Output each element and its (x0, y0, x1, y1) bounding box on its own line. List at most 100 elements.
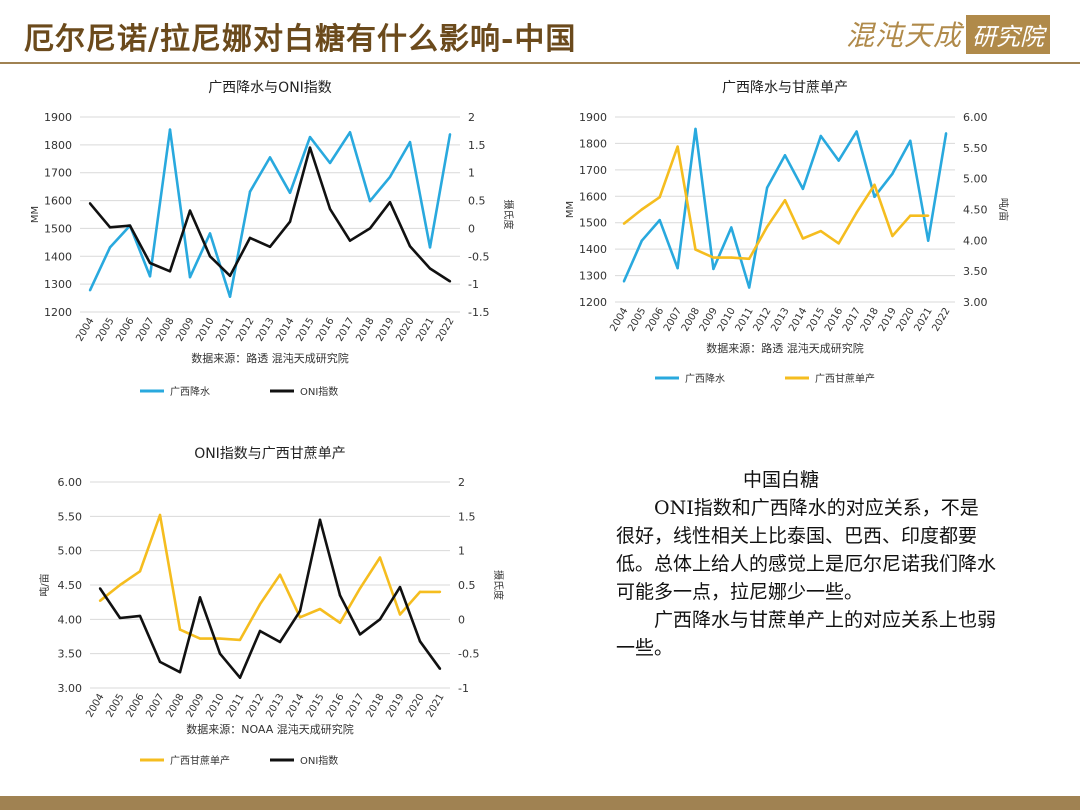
data-point (228, 274, 232, 277)
x-tick-label: 2012 (234, 316, 256, 344)
y-tick-label: 1500 (579, 217, 607, 230)
data-point (258, 629, 262, 633)
data-point (198, 637, 202, 640)
data-point (855, 130, 858, 133)
data-point (765, 225, 769, 228)
y2-tick-label: 0 (468, 222, 475, 235)
data-point (837, 159, 840, 162)
data-point (819, 229, 822, 233)
data-point (308, 146, 312, 149)
data-point (748, 257, 751, 261)
data-point (398, 585, 402, 589)
x-tick-label: 2016 (314, 316, 336, 344)
data-point (148, 261, 152, 265)
data-point (448, 133, 452, 136)
data-point (658, 195, 661, 199)
data-point (873, 195, 876, 199)
data-point (288, 191, 292, 194)
x-tick-label: 2014 (284, 692, 306, 720)
y-tick-label: 1200 (579, 296, 607, 309)
data-point (801, 237, 805, 240)
chart-title: 广西降水与ONI指数 (208, 80, 332, 96)
data-point (378, 556, 382, 559)
y-tick-label: 1700 (579, 164, 607, 177)
data-point (98, 599, 102, 602)
y-tick-label: 1400 (44, 250, 72, 263)
x-tick-label: 2011 (224, 692, 246, 720)
chart-title: 广西降水与甘蔗单产 (722, 80, 848, 96)
x-tick-label: 2014 (274, 316, 296, 344)
data-point (238, 676, 242, 679)
y2-axis-label: 摄氏度 (502, 200, 515, 230)
data-point (228, 295, 232, 298)
y-tick-label: 1700 (44, 167, 72, 180)
data-point (348, 239, 352, 242)
data-point (730, 226, 733, 229)
x-tick-label: 2015 (294, 316, 316, 344)
data-point (926, 239, 930, 242)
chart-svg: 广西降水与甘蔗单产 1200 1300 1400 1500 1600 1700 1800 190… (565, 80, 1010, 385)
y2-tick-label: 1 (458, 545, 465, 558)
data-point (418, 590, 422, 594)
x-tick-label: 2006 (114, 316, 136, 344)
data-point (188, 275, 192, 279)
y2-tick-label: -1 (468, 278, 479, 291)
data-point (168, 128, 172, 131)
y2-tick-label: 5.00 (963, 173, 988, 186)
y-tick-label: 1500 (44, 222, 72, 235)
x-tick-label: 2008 (154, 316, 176, 344)
data-point (368, 199, 372, 203)
y-tick-label: 1900 (579, 111, 607, 124)
data-point (98, 587, 102, 590)
legend-label: 广西甘蔗单产 (815, 372, 875, 385)
series-line (98, 518, 442, 679)
y2-tick-label: 2 (458, 476, 465, 489)
chart-title: ONI指数与广西甘蔗单产 (194, 446, 346, 462)
y-tick-label: 1300 (44, 278, 72, 291)
commentary-paragraph: ONI指数和广西降水的对应关系，不是很好，线性相关上比泰国、巴西、印度都要低。总… (616, 497, 997, 603)
x-tick-label: 2021 (414, 316, 436, 344)
data-source: 数据来源：路透 混沌天成研究院 (191, 351, 349, 365)
x-tick-label: 2019 (384, 692, 406, 720)
data-point (658, 218, 661, 222)
data-point (158, 660, 162, 664)
data-point (118, 583, 122, 587)
data-point (338, 594, 342, 597)
x-tick-label: 2007 (144, 692, 166, 720)
data-point (118, 616, 122, 620)
data-point (218, 637, 222, 640)
y2-tick-label: 4.00 (963, 234, 988, 247)
legend-label: 广西降水 (685, 372, 725, 385)
data-point (408, 140, 412, 144)
y-tick-label: 4.50 (58, 579, 83, 592)
x-tick-label: 2018 (364, 692, 386, 720)
y-axis-label: 吨/亩 (38, 573, 51, 596)
data-point (158, 513, 162, 517)
data-point (178, 671, 182, 674)
data-point (909, 214, 912, 217)
data-point (801, 187, 805, 191)
y2-tick-label: 1 (468, 167, 475, 180)
data-point (622, 222, 626, 225)
y-tick-label: 4.00 (58, 613, 83, 626)
data-point (837, 242, 840, 245)
x-tick-label: 2015 (304, 692, 326, 720)
x-tick-label: 2008 (164, 692, 186, 720)
y2-tick-label: 3.00 (963, 296, 988, 309)
y-tick-label: 1600 (579, 190, 607, 203)
commentary: 中国白糖 ONI指数和广西降水的对应关系，不是很好，线性相关上比泰国、巴西、印度… (616, 466, 996, 662)
data-point (418, 640, 422, 643)
data-point (88, 202, 92, 205)
y-tick-label: 1900 (44, 111, 72, 124)
data-point (428, 267, 432, 270)
data-point (298, 616, 302, 619)
logo: 混沌天成 研究院 (846, 14, 1051, 54)
data-point (448, 280, 452, 283)
data-point (348, 131, 352, 134)
legend-label: 广西甘蔗单产 (170, 754, 230, 767)
y2-tick-label: 0 (458, 613, 465, 626)
data-point (258, 603, 262, 606)
data-point (238, 638, 242, 642)
chart-svg: 广西降水与ONI指数 1200 1300 1400 1500 1600 1700 1800 19… (30, 80, 515, 398)
y-tick-label: 1200 (44, 306, 72, 319)
